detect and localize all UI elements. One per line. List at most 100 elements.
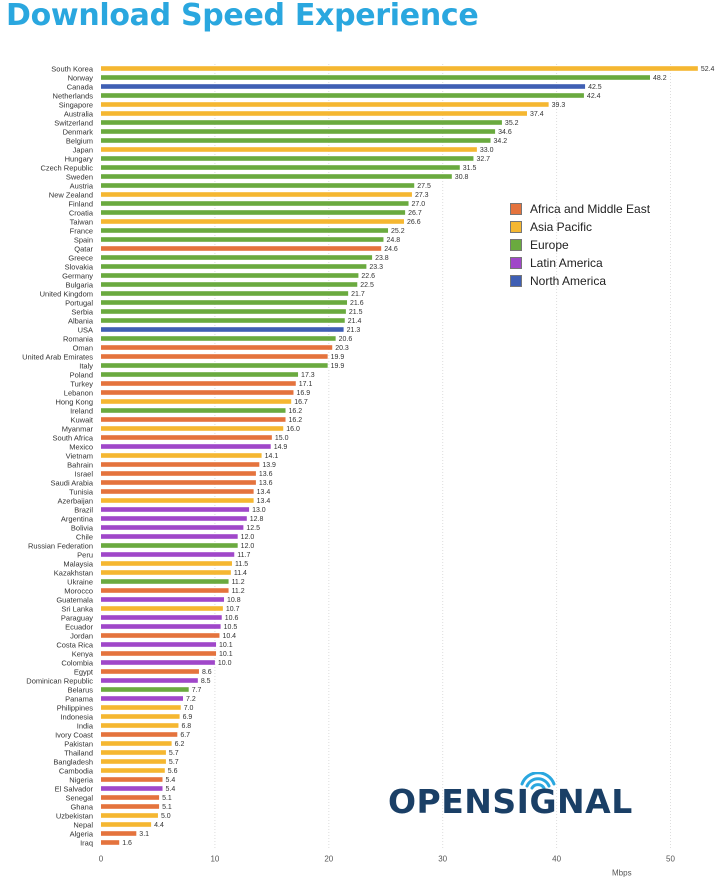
bar xyxy=(101,300,348,305)
bar xyxy=(101,714,180,719)
data-label: 5.7 xyxy=(169,759,179,766)
data-label: 21.5 xyxy=(349,309,363,316)
data-label: 5.4 xyxy=(166,777,176,784)
data-label: 39.3 xyxy=(552,102,566,109)
category-label: Hungary xyxy=(65,154,94,163)
category-label: Azerbaijan xyxy=(58,496,93,505)
bar xyxy=(101,543,238,548)
bar xyxy=(101,498,254,503)
bar xyxy=(101,399,292,404)
category-label: Colombia xyxy=(61,658,94,667)
data-label: 20.6 xyxy=(339,336,353,343)
legend-swatch xyxy=(510,275,522,287)
bar xyxy=(101,534,238,539)
data-label: 10.6 xyxy=(225,615,239,622)
category-label: France xyxy=(70,226,93,235)
data-label: 42.4 xyxy=(587,93,601,100)
data-label: 27.5 xyxy=(417,183,431,190)
category-label: Qatar xyxy=(74,244,93,253)
bar xyxy=(101,516,247,521)
bar xyxy=(101,156,474,161)
category-label: Israel xyxy=(75,469,94,478)
legend-swatch xyxy=(510,257,522,269)
bar xyxy=(101,444,271,449)
data-label: 12.5 xyxy=(246,525,260,532)
data-label: 13.4 xyxy=(257,489,271,496)
legend-swatch xyxy=(510,221,522,233)
legend-label: Africa and Middle East xyxy=(530,202,651,216)
data-label: 16.2 xyxy=(289,408,303,415)
category-label: Nepal xyxy=(73,820,93,829)
data-label: 26.6 xyxy=(407,219,421,226)
category-label: Finland xyxy=(68,199,93,208)
category-label: Egypt xyxy=(74,667,94,676)
bar xyxy=(101,579,229,584)
legend-label: North America xyxy=(530,274,607,288)
data-label: 12.0 xyxy=(241,543,255,550)
chart-legend: Africa and Middle East Asia Pacific Europe… xyxy=(510,200,650,290)
category-label: Bolivia xyxy=(71,523,94,532)
category-label: Hong Kong xyxy=(55,397,93,406)
category-label: Croatia xyxy=(69,208,94,217)
category-label: Pakistan xyxy=(64,739,93,748)
category-label: Canada xyxy=(67,82,94,91)
data-label: 21.4 xyxy=(348,318,362,325)
category-label: Switzerland xyxy=(54,118,93,127)
bar xyxy=(101,687,189,692)
category-label: Ghana xyxy=(70,802,93,811)
category-label: Brazil xyxy=(74,505,93,514)
bar xyxy=(101,75,650,80)
category-label: Ukraine xyxy=(67,577,93,586)
bar xyxy=(101,588,229,593)
data-label: 4.4 xyxy=(154,822,164,829)
data-label: 33.0 xyxy=(480,147,494,154)
category-label: Guatemala xyxy=(56,595,94,604)
category-label: Ivory Coast xyxy=(55,730,94,739)
data-label: 15.0 xyxy=(275,435,289,442)
data-label: 1.6 xyxy=(122,840,132,847)
data-label: 24.6 xyxy=(384,246,398,253)
category-label: Mexico xyxy=(69,442,93,451)
category-label: Vietnam xyxy=(66,451,93,460)
category-label: New Zealand xyxy=(49,190,93,199)
signal-waves-icon xyxy=(520,772,556,790)
data-label: 5.1 xyxy=(162,804,172,811)
data-label: 21.6 xyxy=(350,300,364,307)
category-label: Turkey xyxy=(70,379,93,388)
data-label: 16.0 xyxy=(286,426,300,433)
bar xyxy=(101,309,346,314)
data-label: 17.3 xyxy=(301,372,315,379)
bar xyxy=(101,138,491,143)
x-tick-label: 30 xyxy=(438,855,447,864)
category-label: Senegal xyxy=(65,793,93,802)
bar xyxy=(101,786,163,791)
data-label: 21.3 xyxy=(347,327,361,334)
bar xyxy=(101,219,404,224)
category-label: Peru xyxy=(77,550,93,559)
data-label: 13.6 xyxy=(259,480,273,487)
data-label: 14.1 xyxy=(265,453,279,460)
data-label: 34.6 xyxy=(498,129,512,136)
data-label: 6.2 xyxy=(175,741,185,748)
category-label: United Kingdom xyxy=(40,289,93,298)
data-label: 5.1 xyxy=(162,795,172,802)
legend-item: Latin America xyxy=(510,254,650,272)
bar xyxy=(101,750,166,755)
data-label: 7.7 xyxy=(192,687,202,694)
bar xyxy=(101,741,172,746)
category-label: Tunisia xyxy=(69,487,94,496)
bar xyxy=(101,129,496,134)
category-label: Bahrain xyxy=(67,460,93,469)
category-label: Japan xyxy=(73,145,93,154)
data-label: 52.4 xyxy=(701,66,715,73)
category-label: Panama xyxy=(65,694,94,703)
bar xyxy=(101,642,217,647)
legend-item: Africa and Middle East xyxy=(510,200,650,218)
bar xyxy=(101,282,358,287)
category-label: Jordan xyxy=(70,631,93,640)
data-label: 10.1 xyxy=(219,642,233,649)
category-label: Morocco xyxy=(64,586,93,595)
bar xyxy=(101,795,160,800)
bar xyxy=(101,102,549,107)
